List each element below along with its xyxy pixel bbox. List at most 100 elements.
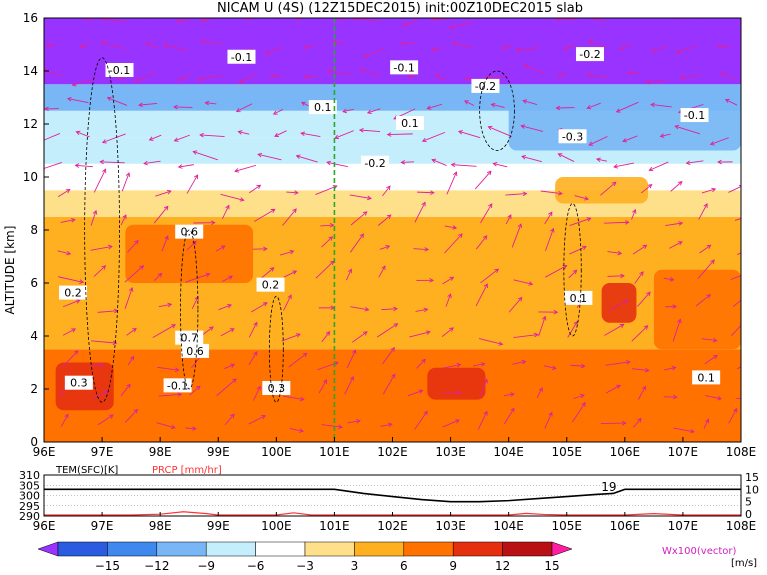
- wind-vector-head: [558, 190, 563, 196]
- wind-vector: [248, 322, 258, 338]
- wind-vector: [93, 169, 106, 193]
- wind-vector: [414, 411, 428, 430]
- wind-vector-head: [637, 417, 642, 423]
- wind-vector-head: [678, 221, 684, 226]
- wind-vector: [342, 108, 354, 113]
- wind-vector: [616, 101, 639, 113]
- wind-vector-head: [303, 74, 309, 80]
- colorbar-min-arrow: [37, 541, 59, 557]
- wind-vector-head: [642, 244, 648, 250]
- wind-vector-head: [620, 273, 625, 279]
- wind-vector: [334, 130, 354, 139]
- wind-vector-head: [366, 109, 372, 114]
- wind-vector-head: [302, 45, 308, 50]
- wind-vector: [46, 44, 58, 46]
- contour-label: 0.1: [401, 117, 419, 130]
- wind-vector-head: [586, 217, 592, 222]
- wind-vector-head: [295, 154, 301, 159]
- contour-label-bg: [680, 108, 709, 123]
- shading-patch-1: [427, 367, 486, 400]
- wind-vector-head: [229, 328, 235, 333]
- wind-vector-head: [425, 330, 431, 335]
- wind-vector-head: [430, 18, 436, 22]
- contour-label: 0.1: [697, 371, 715, 384]
- wind-vector-head: [164, 235, 169, 241]
- wind-vector-head: [426, 105, 432, 110]
- wind-vector-head: [302, 352, 308, 358]
- wind-vector-head: [717, 44, 722, 49]
- wind-vector: [304, 75, 317, 78]
- wind-vector: [135, 72, 156, 82]
- colorbar-label: 15: [544, 559, 559, 573]
- wind-vector-head: [177, 164, 183, 169]
- wind-vector: [513, 279, 533, 285]
- contour-label: -0.1: [109, 64, 130, 77]
- wind-vector: [587, 18, 606, 22]
- wind-vector: [44, 132, 61, 141]
- wind-vector: [58, 276, 84, 283]
- wind-vector-head: [108, 244, 113, 250]
- y-tick-label: 2: [30, 382, 38, 396]
- wind-vector-head: [322, 379, 328, 384]
- wind-vector: [668, 241, 683, 249]
- wind-vector-head: [364, 307, 370, 312]
- wind-vector-head: [195, 385, 201, 391]
- wind-vector-head: [562, 265, 568, 270]
- wind-vector: [218, 304, 232, 311]
- wind-vector: [289, 428, 304, 432]
- contour-label: -0.2: [475, 80, 496, 93]
- wind-vector-head: [510, 407, 515, 413]
- wind-vector-head: [690, 429, 695, 434]
- wind-vector-head: [644, 367, 650, 373]
- wind-vector-head: [257, 152, 263, 158]
- wind-vector: [672, 319, 681, 342]
- wind-vector-head: [208, 326, 214, 331]
- wind-vector-head: [133, 408, 139, 414]
- wind-vector-head: [675, 49, 681, 54]
- wind-vector: [475, 283, 488, 307]
- wind-vector: [676, 45, 697, 53]
- wind-vector-head: [391, 373, 396, 379]
- wind-vector-head: [177, 392, 183, 397]
- wind-vector-head: [650, 48, 656, 53]
- wind-vector-head: [492, 162, 498, 167]
- wind-vector: [224, 413, 235, 426]
- wind-vector: [631, 209, 636, 220]
- wind-vector-head: [269, 267, 275, 272]
- colorbar-label: 6: [400, 559, 408, 573]
- wind-vector-head: [101, 18, 107, 22]
- wind-vector-head: [126, 383, 131, 389]
- wind-vector: [92, 390, 108, 401]
- wind-vector-head: [581, 401, 586, 407]
- wind-vector: [352, 331, 368, 343]
- wind-vector: [101, 41, 126, 50]
- wind-vector-head: [572, 269, 578, 275]
- colorbar-swatch: [156, 541, 207, 557]
- colorbar-label: −12: [144, 559, 169, 573]
- wind-vector: [145, 42, 157, 48]
- wind-vector: [254, 208, 276, 222]
- wind-vector-head: [625, 360, 631, 365]
- wind-vector: [415, 308, 428, 312]
- wind-vector-head: [485, 74, 491, 79]
- wind-vector: [121, 172, 130, 192]
- wind-vector-head: [647, 184, 653, 189]
- x-tick-label: 98E: [149, 445, 172, 459]
- wind-vector: [186, 241, 197, 251]
- wind-vector-head: [238, 79, 244, 84]
- wind-vector-head: [712, 337, 718, 343]
- wind-vector: [191, 296, 199, 309]
- wind-vector: [157, 366, 179, 371]
- wind-vector: [543, 365, 557, 369]
- wind-vector-head: [393, 323, 399, 328]
- wind-vector-head: [79, 44, 85, 49]
- wind-vector-head: [456, 362, 462, 368]
- wind-vector: [486, 75, 506, 78]
- wind-vector-head: [671, 365, 677, 371]
- wind-vector: [574, 195, 589, 200]
- wind-vector: [153, 206, 169, 224]
- wind-vector: [717, 45, 732, 48]
- wind-vector-head: [230, 413, 235, 419]
- wind-vector: [587, 74, 610, 78]
